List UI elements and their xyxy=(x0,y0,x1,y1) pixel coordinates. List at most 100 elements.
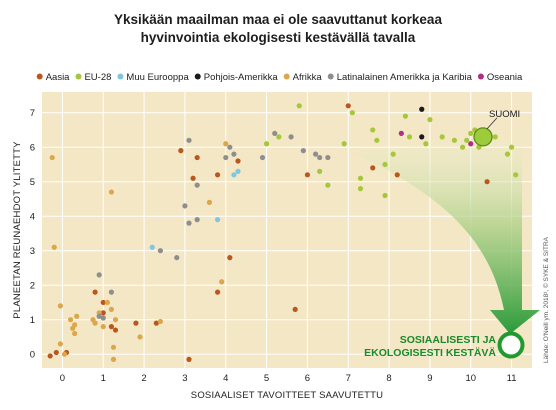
data-point-1-2 xyxy=(296,103,302,109)
data-point-1-13 xyxy=(390,151,396,157)
legend-label: Aasia xyxy=(46,72,70,83)
data-point-4-9 xyxy=(74,313,80,319)
data-point-1-14 xyxy=(402,113,409,119)
data-point-4-3 xyxy=(57,341,63,347)
tick-labels: 0 1 2 3 4 5 6 7 8 9 10 11 0 1 2 3 4 5 6 7 xyxy=(30,108,517,384)
suomi-label: SUOMI xyxy=(489,109,520,120)
data-point-0-20 xyxy=(394,172,400,178)
legend-marker xyxy=(117,73,124,80)
legend-item: Afrikka xyxy=(283,72,322,83)
data-point-5-18 xyxy=(317,154,323,161)
legend-item: Aasia xyxy=(36,72,70,83)
x-tick-label: 7 xyxy=(346,373,351,384)
data-point-3-1 xyxy=(419,106,425,112)
data-point-0-10 xyxy=(178,148,184,154)
source-credit: Lähde: O'Neill ym. 2018¹, © SYKE & SITRA xyxy=(542,236,550,363)
data-point-3-0 xyxy=(419,134,425,140)
data-point-4-7 xyxy=(72,322,78,328)
data-point-1-15 xyxy=(406,134,413,140)
data-point-5-8 xyxy=(186,137,192,143)
legend-marker xyxy=(477,73,484,80)
y-tick-label: 7 xyxy=(30,108,35,119)
data-point-1-9 xyxy=(370,127,376,133)
data-point-5-5 xyxy=(174,255,180,261)
legend-marker xyxy=(36,73,43,80)
legend-marker xyxy=(283,73,290,80)
data-point-1-20 xyxy=(459,144,466,150)
data-point-4-19 xyxy=(137,334,143,340)
data-points xyxy=(47,103,519,362)
legend-label: Latinalainen Amerikka ja Karibia xyxy=(337,72,473,83)
data-point-4-22 xyxy=(219,279,225,285)
data-point-0-9 xyxy=(153,320,159,326)
legend-marker xyxy=(75,73,82,80)
data-point-0-7 xyxy=(112,327,119,333)
suomi-leader-line xyxy=(486,117,498,130)
data-point-1-3 xyxy=(317,168,323,174)
data-point-5-17 xyxy=(312,151,319,157)
x-tick-label: 10 xyxy=(465,373,476,384)
data-point-5-9 xyxy=(194,217,200,223)
data-point-1-25 xyxy=(492,134,498,140)
x-tick-label: 0 xyxy=(60,373,65,384)
data-point-5-20 xyxy=(300,148,306,154)
data-point-0-15 xyxy=(227,255,233,261)
data-point-4-11 xyxy=(92,320,98,326)
y-tick-label: 4 xyxy=(30,212,35,223)
data-point-0-0 xyxy=(47,353,53,359)
data-point-4-23 xyxy=(206,199,213,205)
data-point-0-17 xyxy=(304,172,311,178)
data-point-4-15 xyxy=(108,306,115,312)
data-point-1-27 xyxy=(513,172,519,178)
data-point-0-16 xyxy=(235,158,241,164)
data-point-5-10 xyxy=(194,182,200,188)
data-point-4-17 xyxy=(110,356,117,362)
data-point-1-17 xyxy=(427,117,433,123)
data-point-0-21 xyxy=(484,179,490,185)
data-point-0-4 xyxy=(100,299,106,306)
data-point-1-7 xyxy=(357,175,364,181)
y-tick-label: 1 xyxy=(30,315,35,326)
y-tick-label: 6 xyxy=(30,143,35,154)
x-tick-label: 3 xyxy=(182,373,187,384)
sustainable-goal-ring xyxy=(497,331,525,359)
data-point-5-4 xyxy=(157,248,164,254)
data-point-1-12 xyxy=(382,161,388,168)
data-point-4-5 xyxy=(67,317,74,323)
x-tick-label: 6 xyxy=(305,373,310,384)
data-point-0-5 xyxy=(100,310,106,316)
plot-area xyxy=(42,92,532,368)
data-point-1-28 xyxy=(508,144,515,150)
data-point-5-13 xyxy=(231,151,237,157)
legend-label: Oseania xyxy=(487,72,523,83)
data-point-1-16 xyxy=(423,141,429,147)
legend-item: EU-28 xyxy=(75,72,111,83)
legend-label: EU-28 xyxy=(84,72,111,83)
chart-title-line-1: Yksikään maailman maa ei ole saavuttanut… xyxy=(114,12,442,27)
data-point-4-16 xyxy=(110,344,117,350)
data-point-0-23 xyxy=(214,172,221,178)
data-point-1-1 xyxy=(276,134,282,140)
x-tick-label: 1 xyxy=(101,373,106,384)
x-tick-label: 5 xyxy=(264,373,269,384)
suomi-highlight-marker xyxy=(473,127,493,147)
data-point-1-22 xyxy=(468,130,474,136)
data-point-2-1 xyxy=(214,217,221,223)
data-point-1-19 xyxy=(451,137,458,143)
data-point-2-3 xyxy=(235,168,241,174)
sustainable-label-line-2: EKOLOGISESTI KESTÄVÄ xyxy=(364,346,496,359)
grid-lines xyxy=(42,92,532,368)
data-point-0-18 xyxy=(345,103,351,109)
data-point-1-11 xyxy=(382,192,388,199)
y-tick-label: 3 xyxy=(30,246,35,257)
data-point-5-1 xyxy=(96,313,102,319)
legend-marker xyxy=(327,73,334,80)
legend-item: Oseania xyxy=(477,72,523,83)
data-point-4-20 xyxy=(157,318,164,325)
data-point-1-10 xyxy=(374,137,380,143)
y-tick-label: 2 xyxy=(30,281,35,292)
data-point-2-0 xyxy=(149,244,155,250)
data-point-5-2 xyxy=(100,315,106,321)
legend-label: Pohjois-Amerikka xyxy=(204,72,279,83)
